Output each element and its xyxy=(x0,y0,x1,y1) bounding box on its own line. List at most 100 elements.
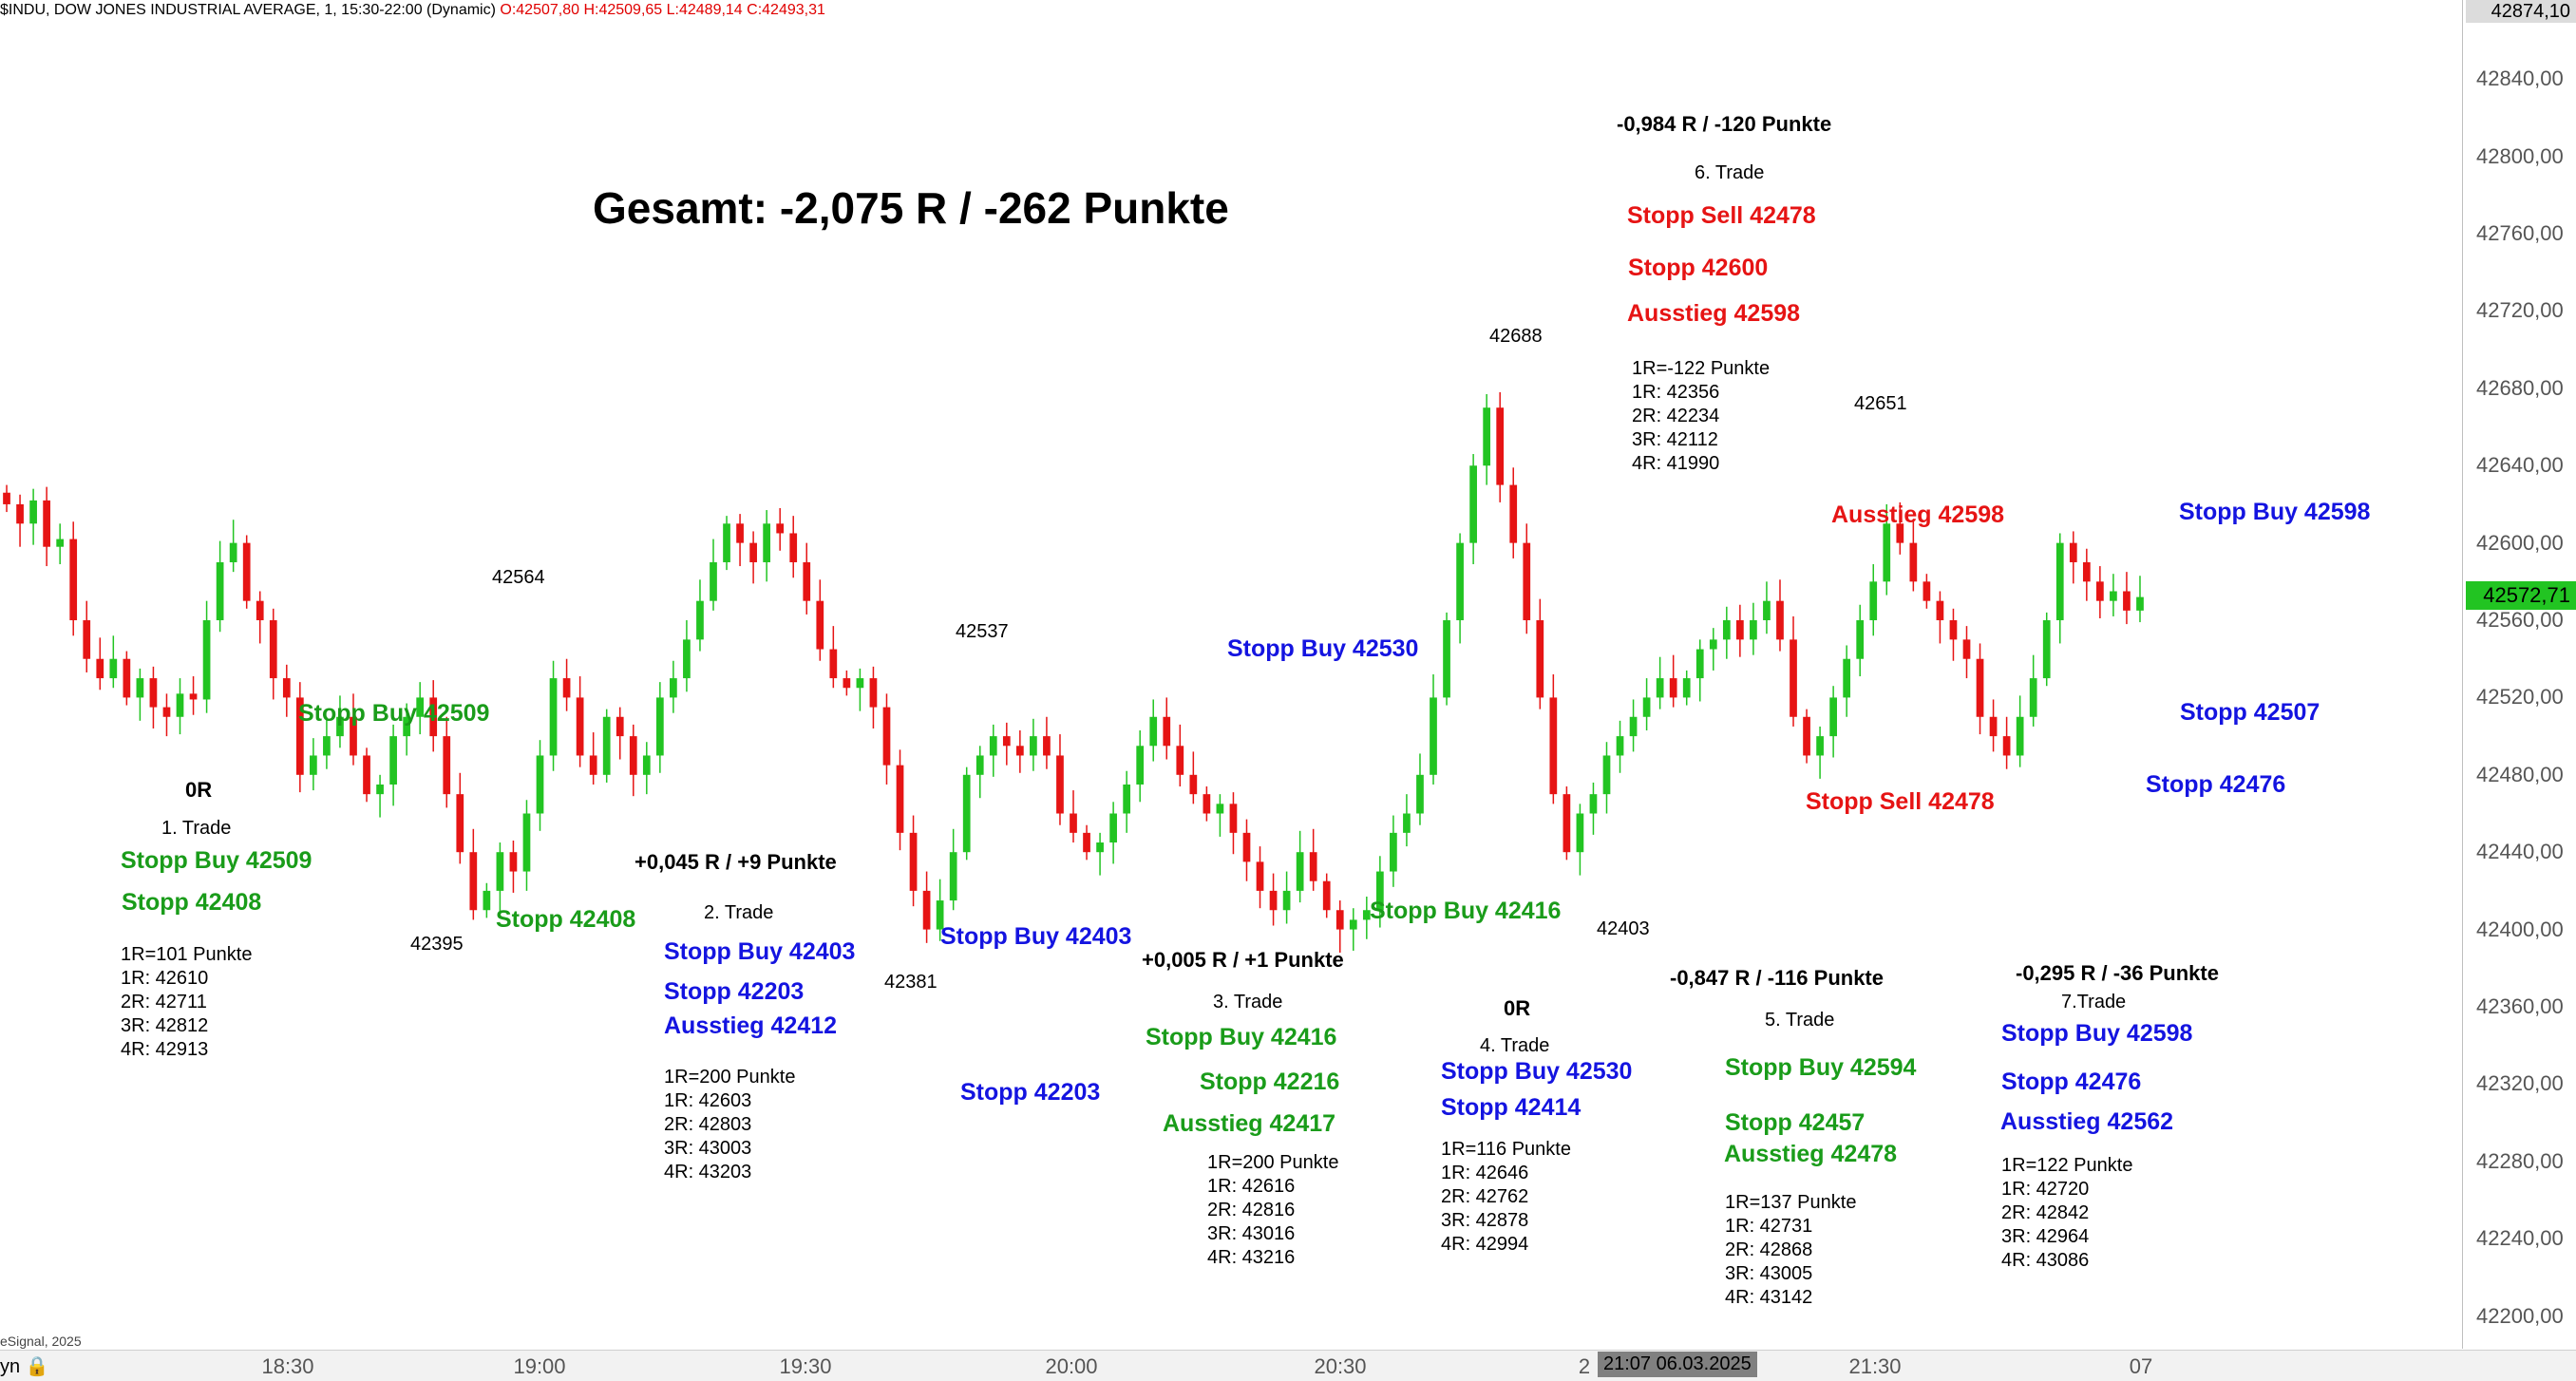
trade3-level-4r: 4R: 43216 xyxy=(1207,1247,1296,1268)
current-price-label: 42572,71 xyxy=(2466,581,2576,611)
trade3-stop: Stopp 42216 xyxy=(1200,1069,1340,1095)
candle-body xyxy=(1962,639,1971,659)
trade7-chart-stop2: Stopp 42476 xyxy=(2146,771,2286,798)
candle-body xyxy=(749,542,757,562)
trade2-chart-stop: Stopp 42203 xyxy=(960,1079,1101,1106)
trade5-entry: Stopp Buy 42594 xyxy=(1725,1054,1917,1081)
candle-body xyxy=(1030,736,1037,756)
chart-header: $INDU, DOW JONES INDUSTRIAL AVERAGE, 1, … xyxy=(0,2,825,19)
candle-body xyxy=(536,755,544,814)
trade2-entry: Stopp Buy 42403 xyxy=(664,938,856,965)
trade7-chart-stop: Stopp 42507 xyxy=(2180,699,2320,726)
candle xyxy=(2016,695,2024,767)
trade4-name: 4. Trade xyxy=(1480,1035,1550,1056)
trade2-level-1r: 1R: 42603 xyxy=(664,1090,752,1111)
trade5-level-2r: 2R: 42868 xyxy=(1725,1239,1813,1260)
candle-body xyxy=(816,600,824,650)
candle-body xyxy=(1923,581,1931,601)
candle-body xyxy=(1536,620,1544,698)
candle-body xyxy=(2123,591,2131,611)
candle xyxy=(1549,674,1558,804)
candle-body xyxy=(43,500,50,547)
trade3-name: 3. Trade xyxy=(1213,992,1283,1012)
candle xyxy=(576,676,584,767)
symbol-title: $INDU, DOW JONES INDUSTRIAL AVERAGE, 1, … xyxy=(0,2,496,18)
candle xyxy=(1256,846,1264,909)
candle xyxy=(1189,751,1198,804)
candle xyxy=(1390,815,1397,887)
candle-body xyxy=(776,523,785,534)
candle-body xyxy=(1763,600,1771,621)
candle xyxy=(1309,828,1317,891)
trade2-level-1r-def: 1R=200 Punkte xyxy=(664,1067,796,1088)
candle-body xyxy=(789,533,798,562)
ohlc-readout: O:42507,80 H:42509,65 L:42489,14 C:42493… xyxy=(500,2,825,18)
candle xyxy=(162,693,171,737)
candle-body xyxy=(1816,736,1824,756)
candle-body xyxy=(162,707,171,717)
candle-body xyxy=(989,736,997,756)
price-tick: 42720,00 xyxy=(2476,298,2564,323)
candle xyxy=(1375,856,1384,928)
candle-body xyxy=(350,716,357,756)
candle xyxy=(1909,520,1918,592)
candle xyxy=(2096,566,2104,618)
candle-body xyxy=(469,852,478,911)
candle-body xyxy=(1616,736,1624,756)
candle-body xyxy=(1456,542,1464,621)
candle-body xyxy=(2042,620,2051,679)
candle xyxy=(856,668,864,711)
candle-body xyxy=(1829,697,1837,737)
bottom-left-controls[interactable]: yn 🔒 xyxy=(0,1356,49,1377)
candle-body xyxy=(1256,861,1264,891)
candle xyxy=(670,660,677,713)
candle xyxy=(789,516,798,578)
price-axis[interactable]: 42840,00 42800,00 42760,00 42720,00 42680,00… xyxy=(2462,0,2576,1349)
candle-body xyxy=(1335,910,1344,930)
candle-body xyxy=(1203,794,1211,814)
peak-label-42651: 42651 xyxy=(1854,393,1907,414)
candle-body xyxy=(456,794,464,853)
candle xyxy=(496,842,504,915)
price-tick: 42600,00 xyxy=(2476,530,2564,555)
candle-body xyxy=(1322,880,1331,911)
candle xyxy=(723,516,730,571)
trade4-level-4r: 4R: 42994 xyxy=(1441,1234,1529,1255)
candle xyxy=(1216,794,1224,837)
candle-body xyxy=(136,678,144,698)
candlestick-chart[interactable] xyxy=(0,0,2462,1349)
candle-body xyxy=(2055,542,2064,621)
candle-body xyxy=(1056,755,1064,814)
price-tick: 42200,00 xyxy=(2476,1303,2564,1328)
candle xyxy=(1536,598,1544,709)
candle-body xyxy=(1790,639,1797,717)
candle-body xyxy=(1989,716,1998,737)
candle xyxy=(803,542,811,615)
candle xyxy=(882,693,891,785)
candle xyxy=(469,828,478,920)
trade4-level-2r: 2R: 42762 xyxy=(1441,1186,1529,1207)
trade4-entry: Stopp Buy 42530 xyxy=(1441,1058,1633,1085)
candle-body xyxy=(949,852,957,901)
time-axis[interactable]: 18:30 19:00 19:30 20:00 20:30 2 21:30 07 xyxy=(0,1350,2576,1381)
trade6-level-3r: 3R: 42112 xyxy=(1632,429,1718,450)
trade5-result: -0,847 R / -116 Punkte xyxy=(1670,966,1884,990)
price-tick: 42320,00 xyxy=(2476,1071,2564,1096)
candle-body xyxy=(1416,774,1424,814)
candle-body xyxy=(1803,716,1810,756)
candle xyxy=(1335,900,1344,954)
candle xyxy=(1456,533,1464,644)
candle-body xyxy=(1602,755,1611,795)
candle-body xyxy=(336,716,344,737)
candle-body xyxy=(1176,746,1184,775)
candle xyxy=(1869,564,1878,636)
candle xyxy=(2110,574,2117,616)
candle xyxy=(1576,804,1584,876)
candle xyxy=(189,676,198,715)
candle xyxy=(1362,897,1371,939)
candle-body xyxy=(1109,813,1117,843)
candle xyxy=(1496,391,1505,502)
candle xyxy=(282,664,291,717)
candle-body xyxy=(416,697,425,717)
candle-body xyxy=(403,716,410,737)
